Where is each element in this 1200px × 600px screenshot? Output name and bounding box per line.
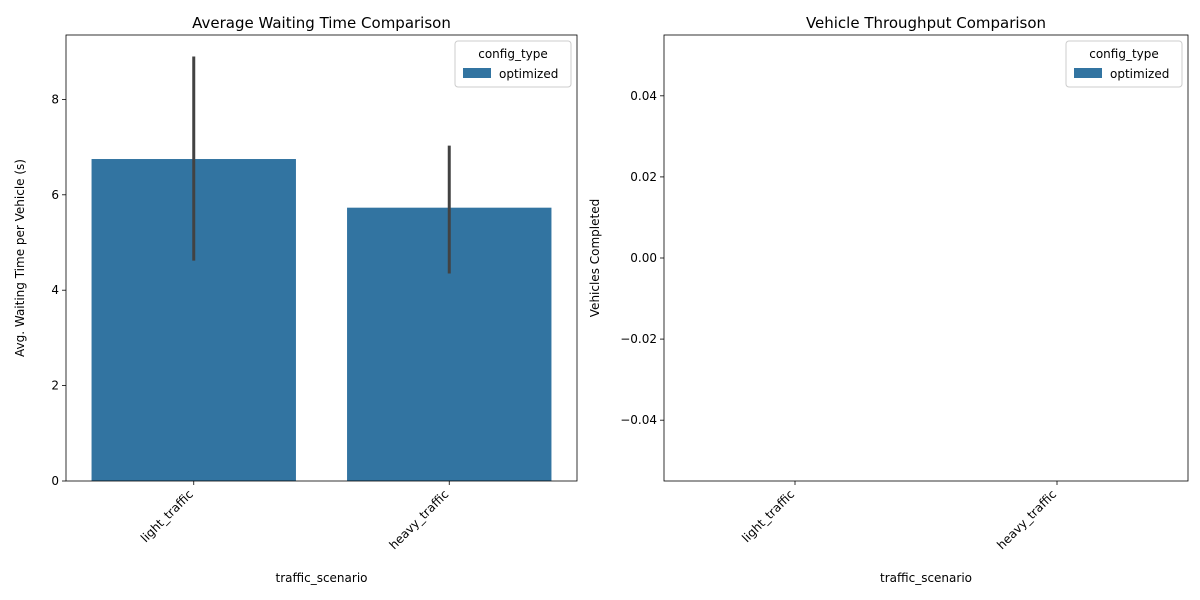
y-tick-label: 2 [51, 379, 59, 393]
y-tick-label: 6 [51, 188, 59, 202]
y-axis-label: Vehicles Completed [588, 199, 602, 317]
legend: config_type optimized [1065, 40, 1183, 88]
legend-title: config_type [478, 47, 548, 61]
legend: config_type optimized [454, 40, 572, 88]
y-tick-label: 0.02 [630, 170, 657, 184]
y-axis-label: Avg. Waiting Time per Vehicle (s) [13, 159, 27, 357]
y-tick-label: −0.04 [620, 413, 657, 427]
y-tick-label: 8 [51, 92, 59, 106]
x-axis-label: traffic_scenario [880, 571, 972, 585]
legend-entry-optimized: optimized [1110, 67, 1169, 81]
legend-swatch [463, 68, 491, 78]
x-axis-label: traffic_scenario [276, 571, 368, 585]
y-tick-label: 0.04 [630, 89, 657, 103]
legend-entry-optimized: optimized [499, 67, 558, 81]
y-tick-label: 4 [51, 283, 59, 297]
y-tick-label: 0 [51, 474, 59, 488]
y-tick-label: 0.00 [630, 251, 657, 265]
chart-title: Average Waiting Time Comparison [192, 14, 451, 32]
axes-frame [65, 34, 578, 482]
legend-title: config_type [1089, 47, 1159, 61]
legend-swatch [1074, 68, 1102, 78]
y-tick-label: −0.02 [620, 332, 657, 346]
chart-title: Vehicle Throughput Comparison [806, 14, 1046, 32]
